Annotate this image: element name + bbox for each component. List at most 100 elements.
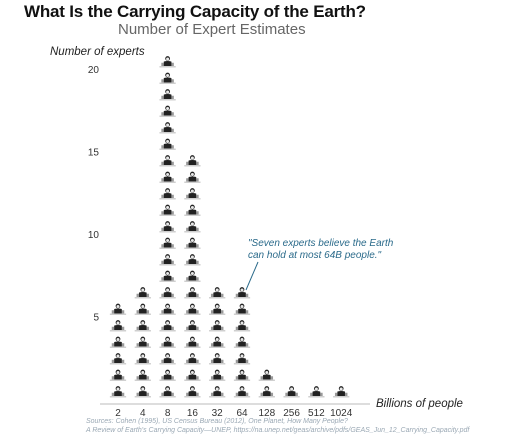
expert-icon: [184, 320, 201, 332]
x-tick-label: 64: [236, 408, 248, 419]
bar-2: [109, 303, 127, 398]
bar-256: [283, 386, 300, 398]
expert-icon: [184, 353, 201, 365]
expert-icon: [333, 386, 350, 398]
expert-icon: [258, 369, 275, 381]
expert-icon: [258, 386, 275, 398]
expert-icon: [109, 369, 127, 381]
expert-icon: [109, 303, 127, 315]
expert-icon: [184, 237, 201, 249]
expert-icon: [184, 270, 201, 282]
expert-icon: [159, 89, 176, 101]
expert-icon: [159, 56, 176, 68]
x-tick-label: 512: [308, 408, 325, 419]
expert-icon: [109, 336, 127, 348]
y-tick-label: 20: [88, 65, 100, 76]
expert-icon: [184, 221, 201, 233]
expert-icon: [184, 171, 201, 183]
bar-128: [258, 369, 275, 398]
expert-icon: [159, 353, 176, 365]
expert-icon: [159, 270, 176, 282]
expert-icon: [134, 386, 151, 398]
expert-icon: [109, 320, 127, 332]
expert-icon: [134, 287, 151, 299]
source-note: Sources: Cohen (1995), US Census Bureau …: [86, 417, 506, 435]
expert-icon: [184, 155, 201, 167]
expert-icon: [134, 369, 151, 381]
expert-icon: [209, 287, 226, 299]
y-tick-label: 15: [88, 148, 100, 159]
expert-icon: [109, 386, 127, 398]
expert-icon: [233, 303, 251, 315]
expert-icon: [159, 105, 176, 117]
expert-icon: [134, 336, 151, 348]
y-tick-label: 10: [88, 230, 100, 241]
expert-icon: [209, 320, 226, 332]
expert-icon: [159, 221, 176, 233]
x-tick-label: 128: [258, 408, 275, 419]
bar-16: [184, 155, 201, 398]
expert-icon: [159, 320, 176, 332]
expert-icon: [233, 287, 251, 299]
x-axis-label: Billions of people: [376, 398, 463, 410]
expert-icon: [233, 320, 251, 332]
expert-icon: [233, 386, 251, 398]
expert-icon: [209, 336, 226, 348]
expert-icon: [209, 353, 226, 365]
expert-icon: [184, 369, 201, 381]
expert-icon: [159, 287, 176, 299]
expert-icon: [209, 386, 226, 398]
expert-icon: [233, 353, 251, 365]
expert-icon: [159, 155, 176, 167]
x-tick-label: 4: [140, 408, 146, 419]
annotation-line-1: "Seven experts believe the Earth: [248, 238, 394, 249]
chart-title: What Is the Carrying Capacity of the Ear…: [24, 2, 366, 21]
expert-icon: [184, 254, 201, 266]
expert-icon: [134, 320, 151, 332]
expert-icon: [159, 171, 176, 183]
expert-icon: [159, 386, 176, 398]
expert-icon: [184, 336, 201, 348]
annotation: "Seven experts believe the Earth can hol…: [248, 238, 408, 262]
x-tick-label: 8: [165, 408, 171, 419]
expert-icon: [209, 303, 226, 315]
annotation-arrow: [245, 261, 259, 291]
expert-icon: [184, 287, 201, 299]
x-tick-label: 2: [115, 408, 121, 419]
expert-icon: [159, 138, 176, 150]
bar-32: [209, 287, 226, 398]
expert-icon: [159, 204, 176, 216]
expert-icon: [159, 336, 176, 348]
expert-icon: [159, 188, 176, 200]
expert-icon: [134, 303, 151, 315]
source-line-1: Sources: Cohen (1995), US Census Bureau …: [86, 418, 348, 425]
expert-icon: [209, 369, 226, 381]
expert-icon: [184, 188, 201, 200]
y-axis-label: Number of experts: [50, 46, 145, 58]
y-tick-label: 5: [93, 313, 99, 324]
expert-icon: [159, 72, 176, 84]
x-tick-label: 16: [187, 408, 199, 419]
source-line-2: A Review of Earth's Carrying Capacity—UN…: [86, 427, 470, 434]
expert-icon: [159, 369, 176, 381]
expert-icon: [159, 254, 176, 266]
expert-icon: [283, 386, 300, 398]
bar-4: [134, 287, 151, 398]
expert-icon: [308, 386, 325, 398]
expert-icon: [233, 369, 251, 381]
expert-icon: [159, 303, 176, 315]
bar-512: [308, 386, 325, 398]
x-tick-label: 256: [283, 408, 300, 419]
expert-icon: [184, 204, 201, 216]
bar-8: [159, 56, 176, 398]
bar-64: [233, 287, 251, 398]
expert-icon: [233, 336, 251, 348]
x-tick-label: 1024: [330, 408, 353, 419]
chart-subtitle: Number of Expert Estimates: [118, 21, 306, 38]
bar-1024: [333, 386, 350, 398]
x-tick-label: 32: [212, 408, 224, 419]
expert-icon: [184, 386, 201, 398]
expert-icon: [109, 353, 127, 365]
expert-icon: [159, 122, 176, 134]
